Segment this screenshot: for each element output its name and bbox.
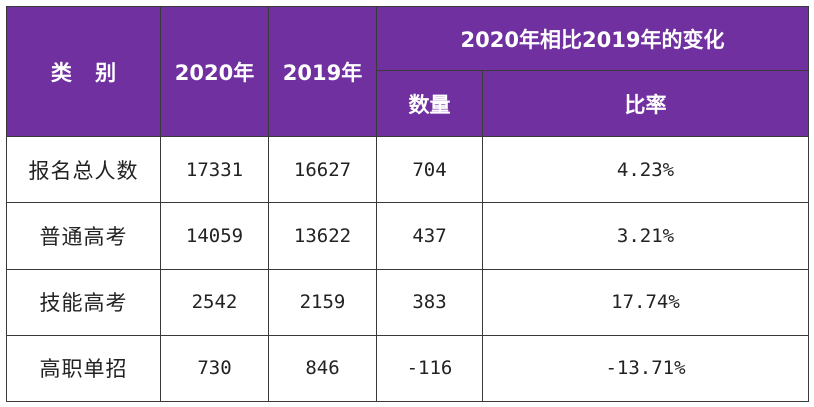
header-rate: 比率	[482, 70, 809, 137]
row-2020-cell: 17331	[160, 135, 269, 204]
row-2019-cell: 846	[268, 334, 377, 403]
row-category-cell: 报名总人数	[6, 135, 161, 204]
table-header: 类 别 2020年 2019年 2020年相比2019年的变化 数量 比率	[6, 6, 809, 137]
row-2019-cell: 2159	[268, 268, 377, 336]
header-row-primary: 类 别 2020年 2019年 2020年相比2019年的变化	[6, 6, 809, 137]
table-body: 报名总人数 17331 16627 704 4.23% 普通高考 14059 1…	[6, 135, 809, 403]
row-2020-cell: 14059	[160, 202, 269, 270]
table-row: 普通高考 14059 13622 437 3.21%	[6, 202, 809, 270]
header-year-2020: 2020年	[160, 6, 269, 137]
header-count: 数量	[376, 70, 483, 137]
row-count-cell: 704	[376, 135, 483, 204]
header-year-2019: 2019年	[268, 6, 377, 137]
header-category: 类 别	[6, 6, 161, 137]
row-rate-cell: -13.71%	[482, 334, 809, 403]
row-category-cell: 普通高考	[6, 202, 161, 270]
row-2020-cell: 2542	[160, 268, 269, 336]
row-rate-cell: 3.21%	[482, 202, 809, 270]
row-rate-cell: 17.74%	[482, 268, 809, 336]
row-count-cell: 437	[376, 202, 483, 270]
row-category-cell: 高职单招	[6, 334, 161, 403]
row-2019-cell: 13622	[268, 202, 377, 270]
table-row: 报名总人数 17331 16627 704 4.23%	[6, 135, 809, 204]
row-2020-cell: 730	[160, 334, 269, 403]
row-2019-cell: 16627	[268, 135, 377, 204]
table-row: 技能高考 2542 2159 383 17.74%	[6, 268, 809, 336]
header-row-secondary: 数量 比率	[7, 70, 809, 137]
header-change-group: 2020年相比2019年的变化	[376, 6, 809, 71]
row-category-cell: 技能高考	[6, 268, 161, 336]
enrollment-comparison-table: 类 别 2020年 2019年 2020年相比2019年的变化 数量 比率 报名…	[6, 6, 809, 403]
row-rate-cell: 4.23%	[482, 135, 809, 204]
enrollment-comparison-table-container: 类 别 2020年 2019年 2020年相比2019年的变化 数量 比率 报名…	[6, 6, 809, 403]
table-row: 高职单招 730 846 -116 -13.71%	[6, 334, 809, 403]
row-count-cell: -116	[376, 334, 483, 403]
row-count-cell: 383	[376, 268, 483, 336]
